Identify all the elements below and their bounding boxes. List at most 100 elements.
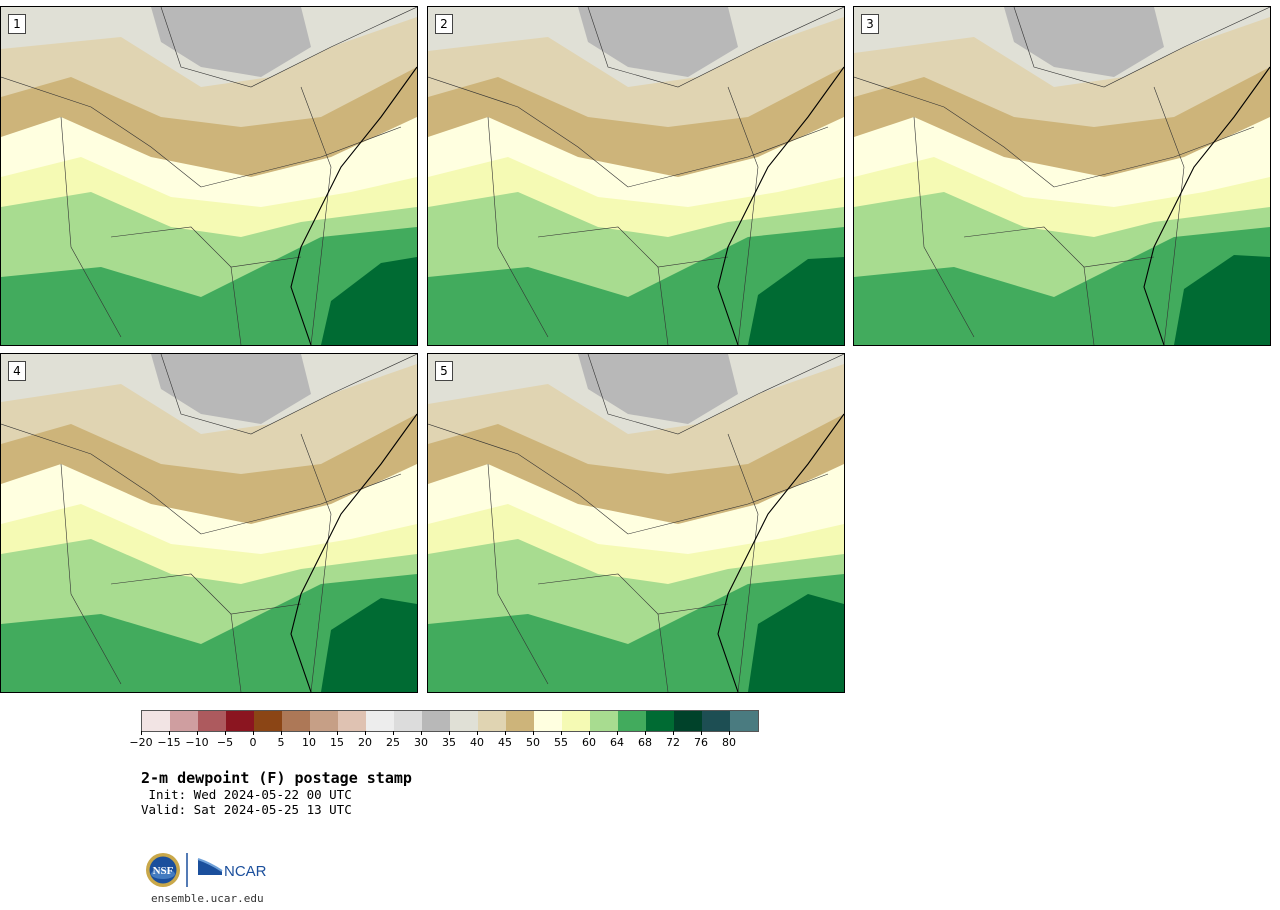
panel-label: 5 [435, 361, 453, 381]
boundary-line [487, 116, 549, 338]
colorbar-tick-label: 80 [722, 736, 736, 749]
dewpoint-field-mg [428, 227, 844, 345]
dewpoint-field-dg [321, 598, 417, 692]
colorbar-ticks: −20 −15 −10 −5 0 5 10 15 20 25 30 35 40 45 50 55 60 64 68 7… [129, 731, 761, 761]
colorbar-tick [365, 731, 366, 735]
map-panel-5: 5 [427, 353, 845, 693]
colorbar-swatch [142, 711, 170, 731]
colorbar-tick-label: 0 [249, 736, 257, 749]
dewpoint-colorbar [141, 710, 759, 732]
colorbar-tick [701, 731, 702, 735]
colorbar-tick-label: 68 [638, 736, 652, 749]
boundary-line [587, 354, 844, 435]
colorbar-tick [169, 731, 170, 735]
boundary-line [200, 473, 402, 535]
boundary-line [1083, 266, 1095, 345]
dewpoint-field-dg [748, 257, 844, 345]
panel-label: 3 [861, 14, 879, 34]
colorbar-swatch [170, 711, 198, 731]
colorbar-swatch [394, 711, 422, 731]
dewpoint-field-dg [1174, 255, 1270, 345]
colorbar-tick [477, 731, 478, 735]
plot-title: 2-m dewpoint (F) postage stamp [141, 769, 412, 787]
colorbar-tick [449, 731, 450, 735]
colorbar-tick-label: 76 [694, 736, 708, 749]
colorbar-swatch [338, 711, 366, 731]
nsf-logo-icon: NSF [146, 853, 180, 887]
boundary-line [428, 76, 629, 188]
colorbar-swatch [366, 711, 394, 731]
colorbar-tick-label: 72 [666, 736, 680, 749]
colorbar-tick [617, 731, 618, 735]
coastline [1143, 66, 1270, 345]
boundary-line [537, 573, 729, 615]
colorbar-swatch [282, 711, 310, 731]
colorbar-tick [589, 731, 590, 735]
colorbar-tick [533, 731, 534, 735]
colorbar-tick [309, 731, 310, 735]
colorbar-tick-label: 50 [526, 736, 540, 749]
dewpoint-field-gray [1004, 7, 1164, 77]
colorbar-swatch [310, 711, 338, 731]
boundary-line [1013, 7, 1270, 88]
colorbar-tick-label: 55 [554, 736, 568, 749]
boundary-line [963, 226, 1155, 268]
coastline [717, 413, 844, 692]
boundary-line [537, 226, 729, 268]
colorbar-tick [673, 731, 674, 735]
colorbar-swatch [422, 711, 450, 731]
colorbar-tick [561, 731, 562, 735]
boundary-line [1, 423, 202, 535]
dewpoint-field-mg [854, 227, 1270, 345]
colorbar-tick [253, 731, 254, 735]
map-panel-2: 2 [427, 6, 845, 346]
colorbar-tick-label: 10 [302, 736, 316, 749]
colorbar-tick-label: 40 [470, 736, 484, 749]
colorbar-swatch [226, 711, 254, 731]
boundary-line [913, 116, 975, 338]
colorbar-swatch [590, 711, 618, 731]
colorbar-tick-label: 60 [582, 736, 596, 749]
boundary-line [110, 573, 302, 615]
dewpoint-field-dg [748, 594, 844, 692]
colorbar-swatch [534, 711, 562, 731]
boundary-line [1053, 126, 1255, 188]
colorbar-swatch [198, 711, 226, 731]
boundary-line [300, 433, 332, 692]
dewpoint-field-mg [1, 574, 417, 692]
colorbar-swatch [506, 711, 534, 731]
ncar-logo-icon: NCAR [197, 858, 267, 880]
footer-url[interactable]: ensemble.ucar.edu [151, 892, 264, 905]
map-panel-1: 1 [0, 6, 418, 346]
panel-label: 4 [8, 361, 26, 381]
dewpoint-field-dg [321, 257, 417, 345]
colorbar-swatch [478, 711, 506, 731]
colorbar-swatch [674, 711, 702, 731]
boundary-line [200, 126, 402, 188]
colorbar-tick-label: 15 [330, 736, 344, 749]
colorbar-tick [281, 731, 282, 735]
boundary-line [657, 266, 669, 345]
map-panel-4: 4 [0, 353, 418, 693]
colorbar-tick [197, 731, 198, 735]
colorbar-tick-label: 45 [498, 736, 512, 749]
boundary-line [60, 116, 122, 338]
colorbar-swatch [254, 711, 282, 731]
boundary-line [854, 76, 1055, 188]
boundary-line [587, 7, 844, 88]
panel-label: 1 [8, 14, 26, 34]
colorbar-swatch [730, 711, 758, 731]
coastline [290, 66, 417, 345]
colorbar-tick [729, 731, 730, 735]
boundary-line [428, 423, 629, 535]
panel-label: 2 [435, 14, 453, 34]
boundary-line [160, 7, 417, 88]
colorbar-tick-label: 64 [610, 736, 624, 749]
boundary-line [160, 354, 417, 435]
colorbar-swatch [702, 711, 730, 731]
boundary-line [727, 433, 759, 692]
colorbar-swatch [450, 711, 478, 731]
boundary-line [1, 76, 202, 188]
boundary-line [230, 266, 242, 345]
colorbar-swatch [618, 711, 646, 731]
